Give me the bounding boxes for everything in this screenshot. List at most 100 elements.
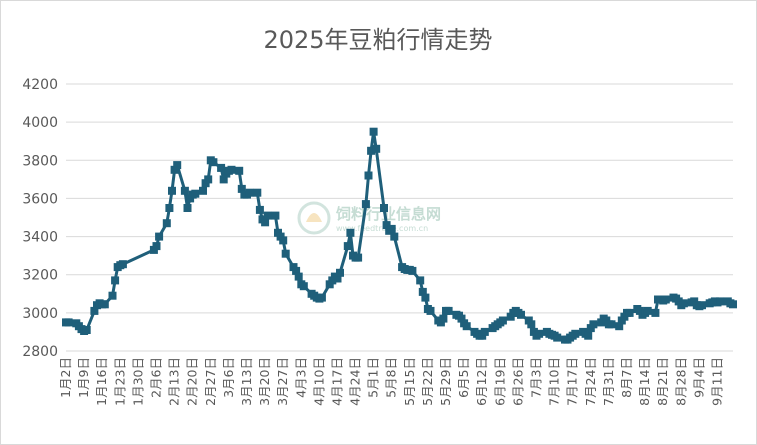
data-point: [261, 218, 270, 227]
x-tick-label: 4月10日: [311, 357, 326, 406]
data-point: [263, 211, 272, 220]
x-tick-label: 1月23日: [112, 357, 127, 406]
data-point: [292, 266, 301, 275]
data-point: [279, 236, 288, 245]
x-tick-label: 4月3日: [293, 357, 308, 398]
data-point: [535, 329, 544, 338]
data-point: [343, 242, 352, 251]
data-point: [209, 158, 218, 167]
x-tick-label: 3月6日: [221, 357, 236, 398]
data-point: [584, 331, 593, 340]
data-point: [387, 224, 396, 233]
x-tick-label: 5月29日: [438, 357, 453, 406]
data-point: [294, 272, 303, 281]
data-point: [100, 300, 109, 309]
data-point: [625, 308, 634, 317]
data-point: [118, 260, 127, 269]
data-point: [245, 188, 254, 197]
data-point: [217, 163, 226, 172]
data-point: [421, 293, 430, 302]
data-point: [390, 232, 399, 241]
data-point: [173, 161, 182, 170]
x-tick-label: 7月24日: [583, 357, 598, 406]
x-tick-label: 8月21日: [655, 357, 670, 406]
x-tick-label: 8月7日: [619, 357, 634, 398]
data-point: [191, 189, 200, 198]
data-point: [382, 221, 391, 230]
data-point: [271, 211, 280, 220]
data-point: [607, 320, 616, 329]
x-tick-label: 3月27日: [275, 357, 290, 406]
x-tick-label: 6月5日: [456, 357, 471, 398]
data-point: [219, 175, 228, 184]
data-point: [253, 188, 262, 197]
data-point: [369, 127, 378, 136]
data-point: [679, 299, 688, 308]
watermark-logo-leaf-icon: [306, 213, 322, 222]
x-tick-label: 7月31日: [601, 357, 616, 406]
data-point: [165, 204, 174, 212]
data-point: [589, 320, 598, 329]
y-tick-label: 3200: [22, 268, 58, 284]
data-point: [408, 266, 417, 275]
data-point: [426, 306, 435, 315]
data-point: [457, 314, 466, 323]
watermark-url: www.feedtrade.com.cn: [336, 224, 428, 233]
data-point: [462, 322, 471, 331]
x-tick-label: 6月12日: [474, 357, 489, 406]
x-tick-label: 2月6日: [148, 357, 163, 398]
data-point: [155, 232, 164, 241]
data-point: [527, 320, 536, 329]
x-tick-label: 2月13日: [167, 357, 182, 406]
y-axis-ticks: 2800 3000 3200 3400 3600 3800 4000 4200: [22, 77, 58, 360]
watermark-logo-icon: [297, 201, 331, 235]
series-line: [66, 130, 734, 342]
data-point: [364, 171, 373, 180]
data-point: [108, 291, 117, 300]
data-point: [553, 333, 562, 342]
y-tick-label: 3800: [22, 153, 58, 169]
data-point: [361, 200, 370, 209]
data-point: [170, 165, 179, 174]
data-point: [416, 276, 425, 285]
x-tick-label: 1月2日: [58, 357, 73, 398]
chart-title: 2025年豆粕行情走势: [263, 26, 492, 54]
data-point: [281, 249, 290, 258]
x-axis-ticks: 1月2日 1月9日 1月16日 1月23日 1月30日 2月6日 2月13日 2月20日 2月2…: [58, 357, 724, 406]
data-point: [237, 184, 246, 193]
x-tick-label: 2月27日: [203, 357, 218, 406]
data-point: [480, 327, 489, 336]
watermark: 饲料行业信息网 www.feedtrade.com.cn: [297, 201, 441, 235]
x-tick-label: 3月13日: [239, 357, 254, 406]
data-point: [336, 268, 344, 277]
data-point: [615, 322, 624, 331]
data-point: [162, 219, 171, 228]
data-point: [152, 242, 161, 251]
data-point: [346, 228, 355, 237]
data-point: [255, 205, 264, 214]
data-point: [367, 146, 376, 155]
x-tick-label: 5月15日: [402, 357, 417, 406]
x-tick-label: 1月30日: [130, 357, 145, 406]
watermark-text: 饲料行业信息网: [335, 205, 441, 223]
data-point: [661, 295, 670, 304]
data-point: [354, 253, 363, 262]
data-point: [380, 204, 388, 212]
x-tick-label: 6月19日: [492, 357, 507, 406]
series-markers: [62, 127, 737, 344]
y-tick-label: 3000: [22, 306, 58, 322]
data-point: [439, 314, 448, 323]
x-tick-label: 3月20日: [257, 357, 272, 406]
x-tick-label: 2月20日: [185, 357, 200, 406]
data-point: [571, 329, 580, 338]
x-tick-label: 9月4日: [691, 357, 706, 398]
x-tick-label: 6月26日: [510, 357, 525, 406]
data-point: [716, 297, 725, 306]
x-tick-label: 7月17日: [565, 357, 580, 406]
data-point: [299, 282, 308, 291]
data-point: [64, 318, 73, 327]
x-tick-label: 5月8日: [384, 357, 399, 398]
data-point: [168, 186, 176, 195]
